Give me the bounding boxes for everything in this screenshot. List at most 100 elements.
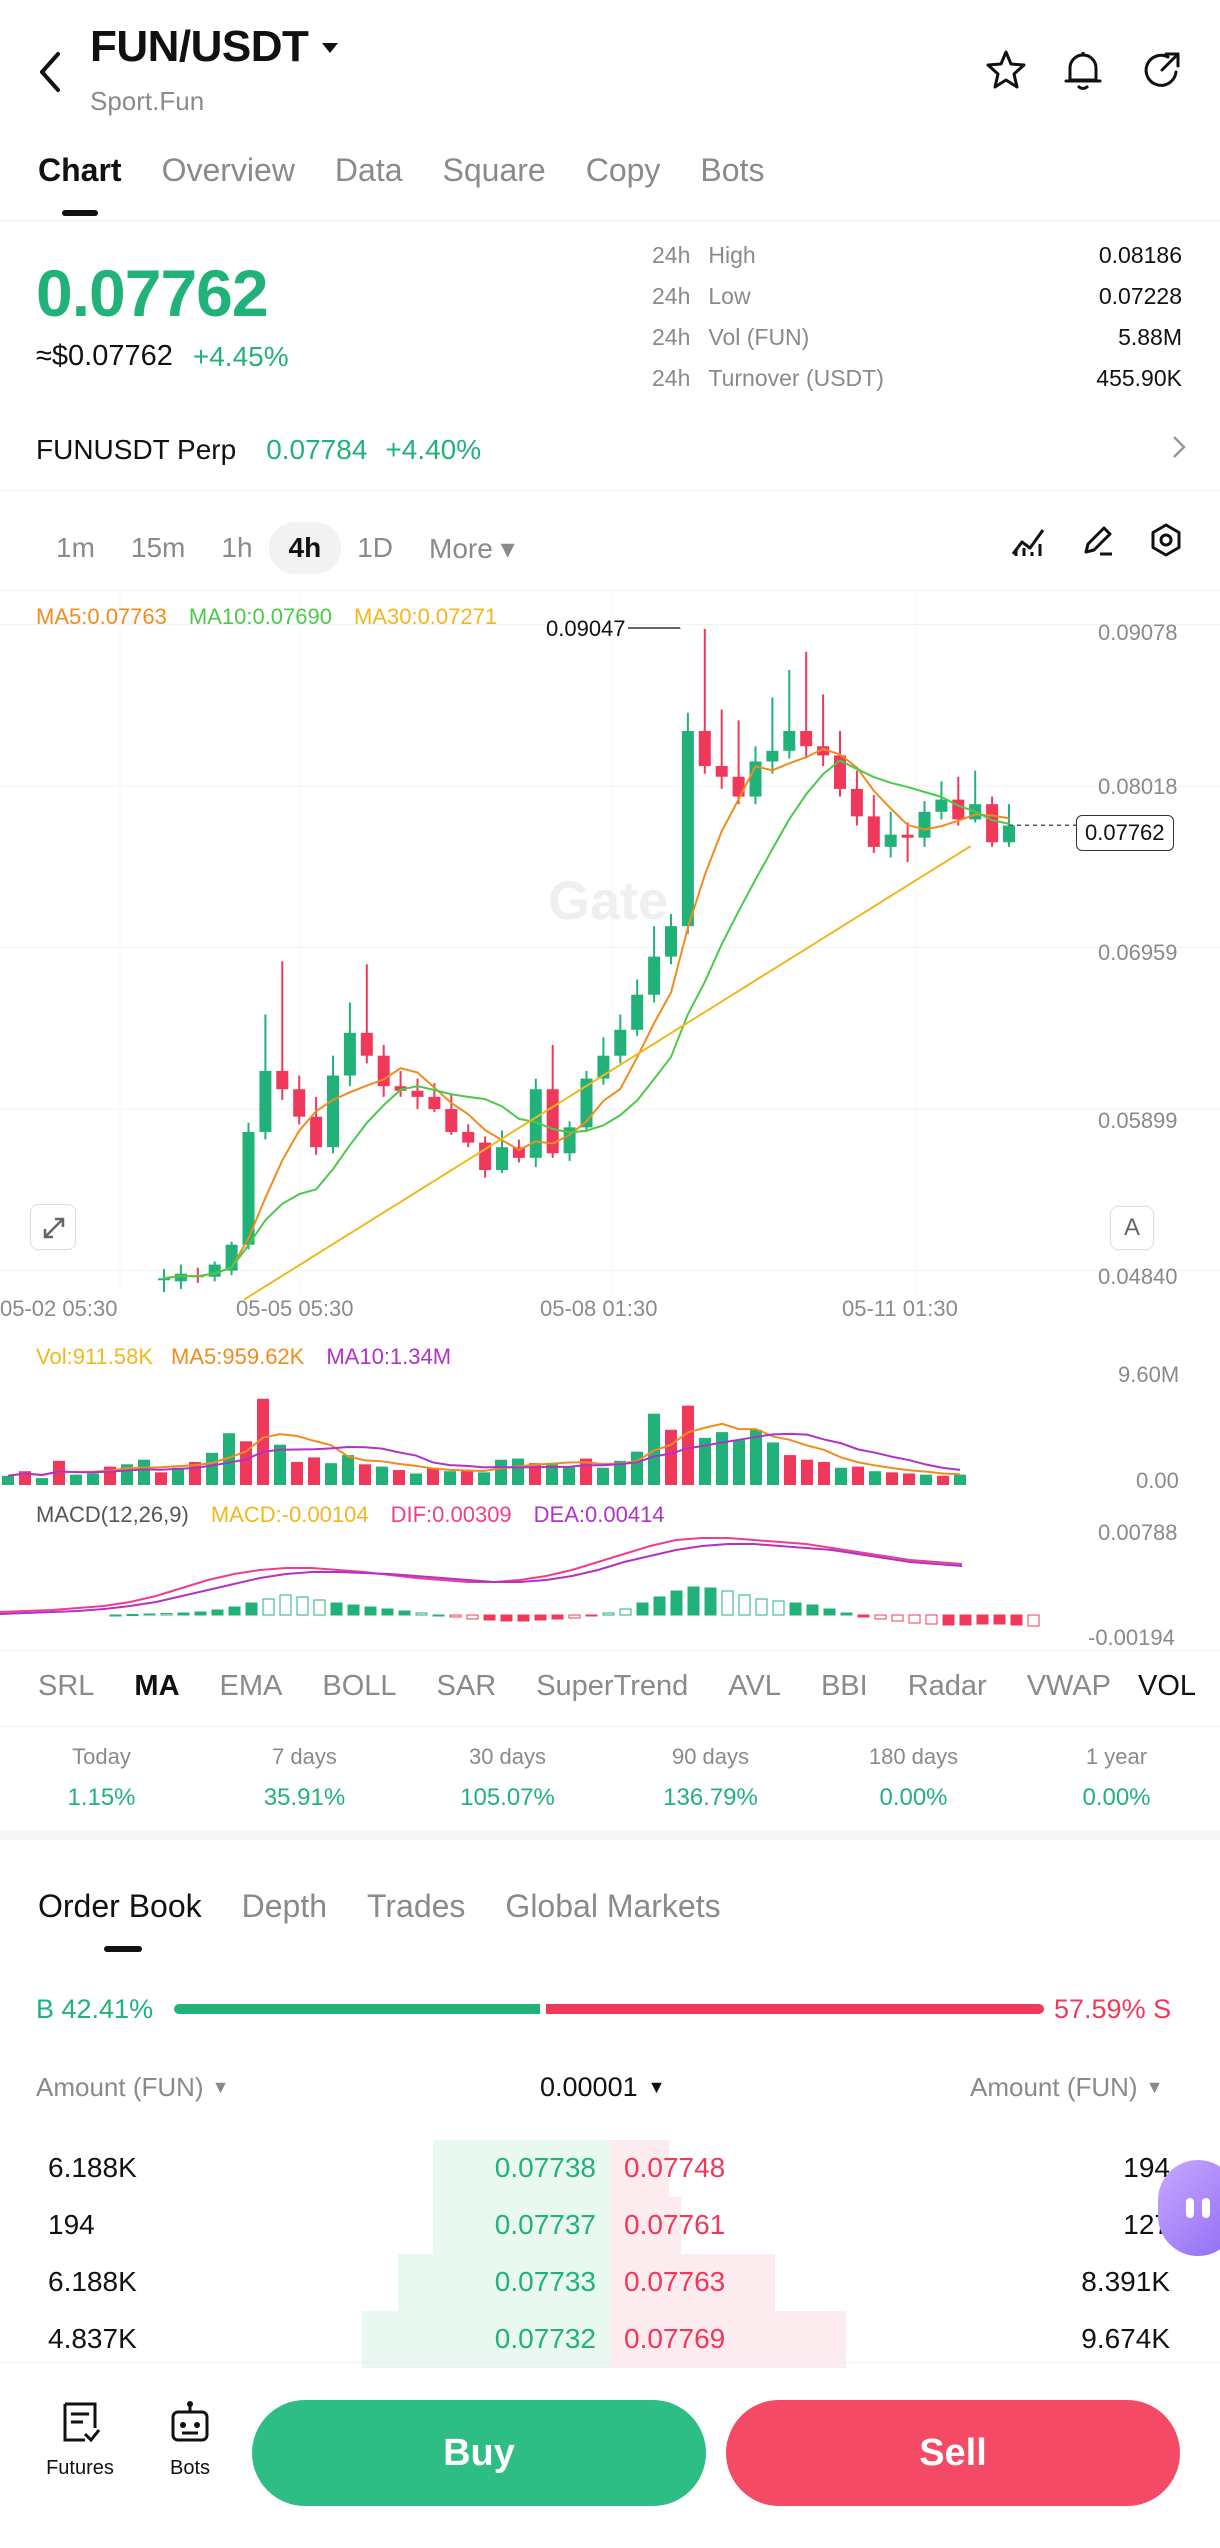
draw-pen-icon[interactable] bbox=[1080, 522, 1116, 563]
candle-body bbox=[580, 1078, 593, 1128]
ind-srl[interactable]: SRL bbox=[38, 1670, 95, 1702]
right-amount-header[interactable]: Amount (FUN) ▼ bbox=[970, 2072, 1164, 2102]
macd-histogram-bar bbox=[908, 1614, 921, 1624]
tf-1m[interactable]: 1m bbox=[56, 532, 95, 563]
macd-histogram-bar bbox=[874, 1614, 887, 1620]
chart-settings-icon[interactable] bbox=[1148, 522, 1184, 563]
bell-icon[interactable] bbox=[1062, 48, 1104, 97]
vol-tick: 9.60M bbox=[1118, 1362, 1180, 1387]
buy-button[interactable]: Buy bbox=[252, 2400, 706, 2506]
ind-avl[interactable]: AVL bbox=[728, 1670, 781, 1702]
macd-histogram-bar bbox=[517, 1614, 530, 1622]
macd-name: MACD(12,26,9) bbox=[36, 1502, 189, 1527]
tab-trades[interactable]: Trades bbox=[367, 1888, 466, 1924]
candle-body bbox=[343, 1032, 356, 1076]
tf-15m[interactable]: 15m bbox=[130, 532, 186, 563]
orderbook-row[interactable]: 6.188K 0.07738 0.07748 194 bbox=[0, 2140, 1220, 2197]
ind-vol[interactable]: VOL bbox=[1128, 1670, 1197, 1703]
volume-bar bbox=[495, 1459, 507, 1485]
high-marker-label: 0.09047 bbox=[546, 616, 626, 642]
volume-bar bbox=[512, 1458, 524, 1485]
macd-histogram-bar bbox=[738, 1594, 751, 1616]
back-icon[interactable] bbox=[36, 50, 66, 94]
ind-vwap[interactable]: VWAP bbox=[1026, 1670, 1112, 1702]
tab-overview[interactable]: Overview bbox=[161, 152, 295, 188]
bots-nav[interactable]: Bots bbox=[150, 2400, 230, 2480]
volume-bar bbox=[257, 1398, 269, 1485]
volume-bar bbox=[2, 1475, 14, 1485]
kline-chart[interactable] bbox=[0, 592, 1220, 1332]
expand-icon[interactable] bbox=[30, 1204, 76, 1250]
macd-chart bbox=[0, 1537, 1040, 1627]
usd-price: ≈$0.07762 bbox=[36, 340, 173, 372]
volume-bar bbox=[665, 1429, 677, 1485]
bid-amount: 6.188K bbox=[48, 2266, 137, 2297]
bid-price: 0.07738 bbox=[494, 2152, 596, 2183]
macd-histogram-bar bbox=[347, 1604, 360, 1616]
ma10-label: MA10:0.07690 bbox=[188, 604, 332, 629]
ask-price: 0.07748 bbox=[624, 2152, 726, 2183]
volume-bar bbox=[818, 1462, 830, 1485]
share-icon[interactable] bbox=[1140, 48, 1184, 97]
tab-global-markets[interactable]: Global Markets bbox=[505, 1888, 721, 1924]
tf-1d[interactable]: 1D bbox=[357, 532, 394, 563]
divider bbox=[0, 590, 1220, 591]
macd-histogram-bar bbox=[721, 1590, 734, 1616]
ind-ma[interactable]: MA bbox=[134, 1670, 180, 1702]
ind-supertrend[interactable]: SuperTrend bbox=[536, 1670, 689, 1702]
ind-sar[interactable]: SAR bbox=[436, 1670, 497, 1702]
volume-bar bbox=[750, 1429, 762, 1485]
star-icon[interactable] bbox=[984, 48, 1028, 97]
perp-row[interactable]: FUNUSDT Perp 0.07784 +4.40% bbox=[36, 434, 1186, 466]
tab-copy[interactable]: Copy bbox=[585, 152, 661, 188]
bid-price: 0.07732 bbox=[494, 2323, 596, 2354]
macd-histogram-bar bbox=[228, 1606, 241, 1616]
tf-4h[interactable]: 4h bbox=[268, 522, 342, 574]
tab-bots[interactable]: Bots bbox=[700, 152, 765, 188]
orderbook-row[interactable]: 6.188K 0.07733 0.07763 8.391K bbox=[0, 2254, 1220, 2311]
candle-body bbox=[259, 1070, 272, 1132]
sell-button[interactable]: Sell bbox=[726, 2400, 1180, 2506]
macd-histogram-bar bbox=[789, 1602, 802, 1616]
candle-body bbox=[631, 994, 644, 1030]
tab-depth[interactable]: Depth bbox=[241, 1888, 328, 1924]
orderbook-row[interactable]: 194 0.07737 0.07761 127 bbox=[0, 2197, 1220, 2254]
macd-histogram-bar bbox=[432, 1614, 445, 1617]
volume-bar bbox=[716, 1432, 728, 1485]
ask-price: 0.07761 bbox=[624, 2209, 726, 2240]
precision-selector[interactable]: 0.00001 ▼ bbox=[540, 2072, 666, 2102]
macd-histogram-bar bbox=[704, 1587, 717, 1616]
left-amount-header[interactable]: Amount (FUN) ▼ bbox=[36, 2072, 230, 2102]
ind-radar[interactable]: Radar bbox=[907, 1670, 987, 1702]
main-tabs: Chart Overview Data Square Copy Bots bbox=[38, 152, 804, 189]
tab-chart[interactable]: Chart bbox=[38, 152, 122, 188]
tab-data[interactable]: Data bbox=[334, 152, 403, 188]
tab-underline bbox=[104, 1946, 142, 1952]
vol-ma10-line bbox=[7, 1432, 961, 1477]
macd-tick: -0.00194 bbox=[1088, 1625, 1175, 1650]
auto-scale-button[interactable]: A bbox=[1110, 1206, 1154, 1250]
ask-depth-bar bbox=[610, 2311, 846, 2368]
futures-icon bbox=[59, 2402, 101, 2448]
futures-nav[interactable]: Futures bbox=[40, 2400, 120, 2480]
macd-histogram-bar bbox=[466, 1614, 479, 1620]
assistant-bubble-icon[interactable] bbox=[1158, 2160, 1220, 2256]
ind-ema[interactable]: EMA bbox=[219, 1670, 283, 1702]
tab-order-book[interactable]: Order Book bbox=[38, 1888, 202, 1924]
ind-boll[interactable]: BOLL bbox=[322, 1670, 397, 1702]
tf-more[interactable]: More ▾ bbox=[429, 532, 515, 564]
pair-selector[interactable]: FUN/USDT bbox=[90, 22, 340, 72]
ind-bbi[interactable]: BBI bbox=[820, 1670, 868, 1702]
candle-body bbox=[817, 746, 830, 756]
indicator-icon[interactable] bbox=[1010, 524, 1046, 563]
tf-1h[interactable]: 1h bbox=[221, 532, 253, 563]
bid-depth-bar bbox=[433, 2140, 610, 2197]
orderbook-row[interactable]: 4.837K 0.07732 0.07769 9.674K bbox=[0, 2311, 1220, 2368]
volume-bar bbox=[138, 1459, 150, 1485]
macd-histogram-bar bbox=[109, 1614, 122, 1617]
candle-body bbox=[479, 1142, 492, 1171]
tab-square[interactable]: Square bbox=[442, 152, 546, 188]
candle-body bbox=[174, 1273, 187, 1282]
volume-bar bbox=[376, 1466, 388, 1485]
section-gap bbox=[0, 1830, 1220, 1840]
